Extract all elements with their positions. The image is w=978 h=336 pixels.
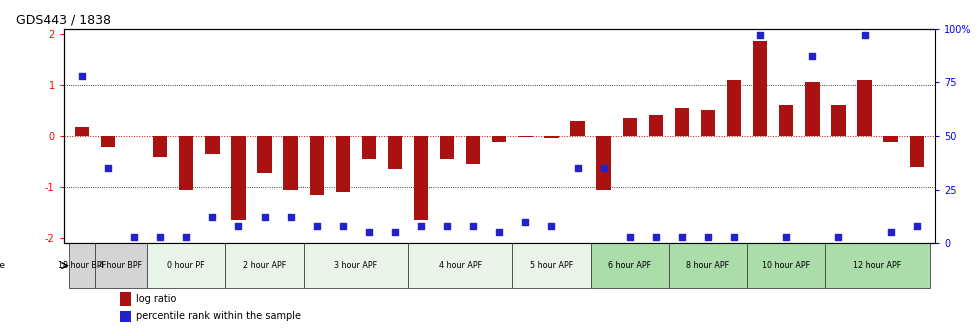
Point bbox=[882, 230, 898, 235]
Text: development stage: development stage bbox=[0, 261, 5, 270]
Text: 5 hour APF: 5 hour APF bbox=[529, 261, 572, 270]
Point bbox=[386, 230, 402, 235]
Bar bbox=[909, 136, 923, 167]
Bar bbox=[120, 292, 131, 306]
Bar bbox=[517, 136, 532, 137]
Bar bbox=[283, 136, 297, 190]
Point bbox=[256, 215, 272, 220]
FancyBboxPatch shape bbox=[408, 243, 511, 288]
Text: GDS443 / 1838: GDS443 / 1838 bbox=[16, 13, 111, 26]
Point bbox=[204, 215, 220, 220]
FancyBboxPatch shape bbox=[511, 243, 590, 288]
FancyBboxPatch shape bbox=[95, 243, 147, 288]
Point bbox=[908, 223, 923, 229]
FancyBboxPatch shape bbox=[225, 243, 303, 288]
Bar bbox=[857, 80, 870, 136]
Bar bbox=[74, 127, 89, 136]
Point bbox=[647, 234, 663, 240]
Text: 2 hour APF: 2 hour APF bbox=[243, 261, 286, 270]
Bar bbox=[622, 118, 637, 136]
Point bbox=[491, 230, 507, 235]
FancyBboxPatch shape bbox=[824, 243, 929, 288]
Bar bbox=[882, 136, 897, 142]
Bar bbox=[726, 80, 740, 136]
Point bbox=[178, 234, 194, 240]
FancyBboxPatch shape bbox=[68, 243, 95, 288]
Bar bbox=[544, 136, 558, 138]
Bar bbox=[153, 136, 167, 157]
Bar bbox=[648, 116, 662, 136]
FancyBboxPatch shape bbox=[303, 243, 408, 288]
Point bbox=[283, 215, 298, 220]
Point bbox=[334, 223, 350, 229]
Point bbox=[517, 219, 533, 224]
Point bbox=[439, 223, 455, 229]
Point bbox=[308, 223, 324, 229]
Bar bbox=[361, 136, 376, 159]
Bar bbox=[101, 136, 115, 147]
Bar bbox=[570, 121, 584, 136]
Bar bbox=[205, 136, 219, 154]
Bar bbox=[804, 82, 819, 136]
Bar bbox=[309, 136, 324, 195]
Bar bbox=[179, 136, 194, 190]
FancyBboxPatch shape bbox=[668, 243, 746, 288]
Point bbox=[751, 32, 767, 38]
Point bbox=[126, 234, 142, 240]
Bar bbox=[335, 136, 349, 192]
Bar bbox=[120, 311, 131, 322]
FancyBboxPatch shape bbox=[746, 243, 824, 288]
Point bbox=[699, 234, 715, 240]
Point bbox=[569, 165, 585, 171]
Point bbox=[621, 234, 637, 240]
Text: 0 hour PF: 0 hour PF bbox=[167, 261, 204, 270]
Point bbox=[153, 234, 168, 240]
Point bbox=[726, 234, 741, 240]
Bar bbox=[830, 105, 845, 136]
Bar bbox=[257, 136, 272, 173]
Text: 8 hour APF: 8 hour APF bbox=[686, 261, 729, 270]
Point bbox=[100, 165, 115, 171]
Text: percentile rank within the sample: percentile rank within the sample bbox=[136, 311, 300, 322]
Text: log ratio: log ratio bbox=[136, 294, 176, 304]
FancyBboxPatch shape bbox=[147, 243, 225, 288]
Point bbox=[856, 32, 871, 38]
Point bbox=[804, 54, 820, 59]
Point bbox=[829, 234, 845, 240]
Point bbox=[465, 223, 480, 229]
Text: 12 hour APF: 12 hour APF bbox=[853, 261, 901, 270]
Bar bbox=[466, 136, 480, 164]
Bar bbox=[439, 136, 454, 159]
Text: 18 hour BPF: 18 hour BPF bbox=[58, 261, 106, 270]
FancyBboxPatch shape bbox=[590, 243, 668, 288]
Bar bbox=[700, 110, 715, 136]
Bar bbox=[752, 41, 767, 136]
Bar bbox=[596, 136, 610, 190]
Point bbox=[674, 234, 689, 240]
Bar bbox=[778, 105, 792, 136]
Point bbox=[543, 223, 558, 229]
Point bbox=[596, 165, 611, 171]
Point bbox=[361, 230, 377, 235]
Bar bbox=[231, 136, 245, 220]
Bar bbox=[674, 108, 689, 136]
Point bbox=[74, 73, 90, 79]
Bar bbox=[387, 136, 402, 169]
Point bbox=[413, 223, 428, 229]
Bar bbox=[492, 136, 506, 142]
Point bbox=[231, 223, 246, 229]
Bar bbox=[414, 136, 427, 220]
Point bbox=[778, 234, 793, 240]
Text: 4 hour APF: 4 hour APF bbox=[438, 261, 481, 270]
Text: 6 hour APF: 6 hour APF bbox=[607, 261, 650, 270]
Text: 4 hour BPF: 4 hour BPF bbox=[100, 261, 143, 270]
Text: 3 hour APF: 3 hour APF bbox=[333, 261, 377, 270]
Text: 10 hour APF: 10 hour APF bbox=[762, 261, 810, 270]
